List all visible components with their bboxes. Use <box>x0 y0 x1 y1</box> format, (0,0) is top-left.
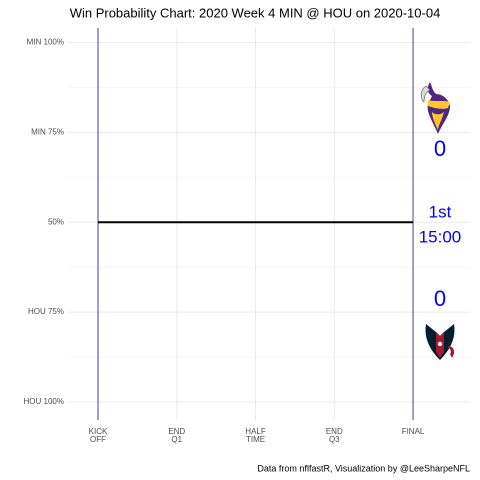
caption: Data from nflfastR, Visualization by @Le… <box>257 463 470 473</box>
away-logo <box>420 82 450 134</box>
x-tick-label: KICK OFF <box>89 427 108 444</box>
y-tick-label: MIN 100% <box>27 37 64 46</box>
x-tick-label: END Q3 <box>326 427 343 444</box>
y-tick-label: 50% <box>48 217 64 226</box>
quarter: 1st <box>429 202 452 221</box>
y-tick-label: HOU 100% <box>24 397 64 406</box>
away-score: 0 <box>434 136 446 161</box>
x-tick-label: END Q1 <box>168 427 185 444</box>
x-tick-label: HALF TIME <box>245 427 266 444</box>
clock: 15:00 <box>419 227 462 246</box>
chart-title: Win Probability Chart: 2020 Week 4 MIN @… <box>70 5 441 20</box>
home-logo <box>425 324 455 360</box>
x-tick-label: FINAL <box>402 427 425 436</box>
y-tick-label: MIN 75% <box>31 127 64 136</box>
y-tick-label: HOU 75% <box>28 307 64 316</box>
grid <box>68 28 470 420</box>
home-score: 0 <box>434 286 446 311</box>
